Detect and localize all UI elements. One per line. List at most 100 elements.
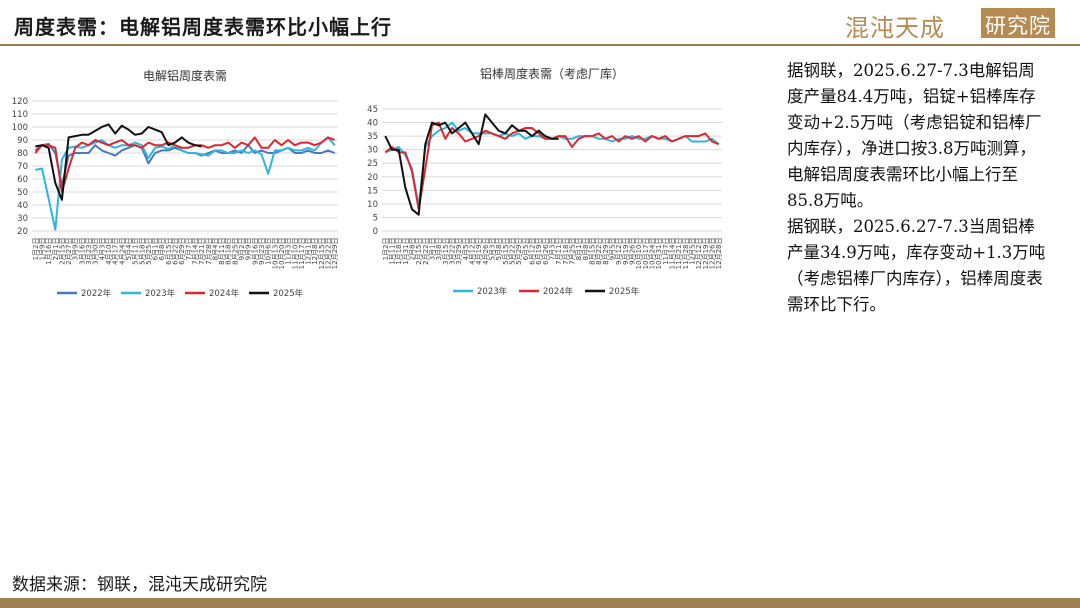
x-tick-label: 6月8日 bbox=[158, 238, 166, 261]
series-line-y2025 bbox=[384, 113, 559, 216]
commentary-paragraph-1: 据钢联，2025.6.27-7.3电解铝周度产量84.4万吨，铝锭+铝棒库存变动… bbox=[787, 61, 1042, 210]
legend-label: 2023年 bbox=[477, 286, 508, 297]
logo-text-primary: 混沌天成 bbox=[845, 14, 945, 42]
x-tick-label: 6月12日 bbox=[529, 238, 537, 265]
y-tick-label: 40 bbox=[367, 119, 378, 129]
x-tick-label: 5月29日 bbox=[515, 238, 523, 265]
page-title: 周度表需：电解铝周度表需环比小幅上行 bbox=[14, 15, 392, 39]
y-tick-label: 50 bbox=[17, 188, 28, 198]
x-tick-label: 9月12日 bbox=[615, 238, 623, 265]
x-tick-label: 11月28日 bbox=[682, 238, 690, 270]
logo-box: 研究院 bbox=[981, 8, 1055, 38]
bottom-accent-bar bbox=[0, 598, 1080, 608]
x-tick-label: 7月28日 bbox=[205, 238, 213, 265]
y-tick-label: 100 bbox=[12, 123, 28, 133]
x-tick-label: 1月31日 bbox=[402, 238, 410, 265]
series-line-y2024 bbox=[34, 136, 336, 193]
series-line-y2023 bbox=[384, 121, 720, 208]
x-tick-label: 3月9日 bbox=[72, 238, 80, 261]
series-line-y2024 bbox=[384, 121, 720, 211]
x-tick-label: 5月3日 bbox=[489, 238, 497, 261]
chart-aluminum-weekly-demand: 电解铝周度表需 20 30 40 50 60 70 80 90 100 110 120 1月2日1月9日… bbox=[12, 68, 339, 299]
x-tick-label: 2月22日 bbox=[422, 238, 430, 265]
x-tick-label: 3月30日 bbox=[92, 238, 100, 265]
y-tick-label: 25 bbox=[367, 159, 378, 169]
x-tick-label: 9月23日 bbox=[258, 238, 266, 265]
x-tick-label: 9月5日 bbox=[609, 238, 617, 261]
x-tick-label: 2月15日 bbox=[58, 238, 66, 265]
logo-text-secondary: 研究院 bbox=[985, 14, 1051, 38]
x-tick-label: 8月8日 bbox=[582, 237, 590, 260]
y-tick-label: 20 bbox=[367, 173, 378, 183]
x-tick-label: 5月25日 bbox=[145, 238, 153, 265]
x-tick-label: 10月6日 bbox=[265, 238, 273, 265]
y-tick-label: 40 bbox=[17, 201, 28, 211]
x-tick-label: 9月26日 bbox=[629, 238, 637, 265]
legend-label: 2024年 bbox=[543, 286, 574, 297]
x-tick-label: 11月21日 bbox=[675, 238, 683, 270]
x-tick-label: 9月16日 bbox=[251, 238, 259, 265]
y-tick-label: 110 bbox=[12, 110, 28, 120]
x-tick-label: 12月29日 bbox=[331, 238, 339, 270]
x-tick-label: 6月22日 bbox=[172, 238, 180, 265]
x-tick-label: 9月2日 bbox=[238, 237, 246, 260]
x-tick-label: 12月5日 bbox=[689, 238, 697, 265]
x-tick-label: 12月26日 bbox=[709, 238, 717, 270]
y-tick-label: 120 bbox=[12, 97, 28, 107]
x-tick-label: 6月1日 bbox=[152, 238, 160, 261]
x-tick-label: 9月19日 bbox=[622, 238, 630, 265]
y-tick-label: 45 bbox=[367, 105, 378, 115]
y-tick-label: 60 bbox=[17, 175, 28, 185]
x-tick-label: 12月1日 bbox=[305, 238, 313, 265]
x-tick-label: 4月10日 bbox=[105, 238, 113, 265]
x-tick-label: 4月24日 bbox=[118, 238, 126, 265]
x-tick-label: 11月3日 bbox=[285, 238, 293, 265]
x-tick-label: 6月15日 bbox=[165, 238, 173, 265]
x-tick-label: 1月2日 bbox=[382, 238, 390, 261]
x-tick-label: 8月25日 bbox=[231, 237, 239, 264]
x-tick-label: 4月5日 bbox=[462, 238, 470, 261]
legend-label: 2025年 bbox=[273, 288, 304, 299]
x-tick-label: 2月1日 bbox=[52, 238, 60, 261]
x-tick-label: 4月12日 bbox=[469, 238, 477, 265]
x-tick-label: 8月4日 bbox=[211, 238, 219, 261]
y-tick-label: 30 bbox=[17, 214, 28, 224]
x-tick-label: 10月24日 bbox=[649, 238, 657, 270]
header: 周度表需：电解铝周度表需环比小幅上行 混沌天成 研究院 bbox=[0, 0, 1080, 46]
y-tick-label: 70 bbox=[17, 162, 28, 172]
x-tick-label: 8月18日 bbox=[225, 238, 233, 265]
x-tick-label: 1月9日 bbox=[38, 238, 46, 261]
y-tick-label: 35 bbox=[367, 132, 378, 142]
x-tick-label: 6月26日 bbox=[542, 238, 550, 265]
data-source-note: 数据来源：钢联，混沌天成研究院 bbox=[12, 575, 267, 595]
series-line-y2025 bbox=[35, 123, 202, 201]
x-tick-label: 10月31日 bbox=[655, 238, 663, 270]
title-divider bbox=[0, 44, 1080, 46]
x-tick-label: 6月5日 bbox=[522, 238, 530, 261]
x-tick-label: 12月8日 bbox=[311, 238, 319, 265]
chart-title: 铝棒周度表需（考虑厂库） bbox=[480, 66, 624, 81]
commentary-panel: 据钢联，2025.6.27-7.3电解铝周度产量84.4万吨，铝锭+铝棒库存变动… bbox=[787, 58, 1047, 318]
x-tick-label: 5月15日 bbox=[502, 238, 510, 265]
x-tick-label: 11月14日 bbox=[669, 238, 677, 270]
x-tick-label: 10月20日 bbox=[278, 238, 286, 270]
x-tick-label: 11月7日 bbox=[662, 238, 670, 265]
x-tick-label: 7月18日 bbox=[562, 238, 570, 265]
x-tick-label: 2月15日 bbox=[415, 238, 423, 265]
y-tick-label: 0 bbox=[373, 227, 378, 237]
x-tick-label: 4月26日 bbox=[482, 238, 490, 265]
x-tick-label: 5月22日 bbox=[509, 238, 517, 265]
legend-label: 2024年 bbox=[209, 288, 240, 299]
x-tick-label: 8月11日 bbox=[218, 238, 226, 265]
series-line-y2023 bbox=[35, 136, 336, 231]
legend-label: 2023年 bbox=[145, 288, 176, 299]
x-tick-label: 6月29日 bbox=[178, 238, 186, 265]
x-tick-label: 3月8日 bbox=[435, 238, 443, 261]
x-tick-label: 5月4日 bbox=[125, 238, 133, 261]
x-tick-label: 8月29日 bbox=[602, 238, 610, 265]
x-tick-label: 7月11日 bbox=[555, 238, 563, 265]
x-tick-label: 1月11日 bbox=[389, 238, 397, 265]
x-tick-label: 4月3日 bbox=[98, 238, 106, 261]
x-tick-label: 5月8日 bbox=[495, 238, 503, 261]
x-tick-label: 10月13日 bbox=[271, 238, 279, 270]
